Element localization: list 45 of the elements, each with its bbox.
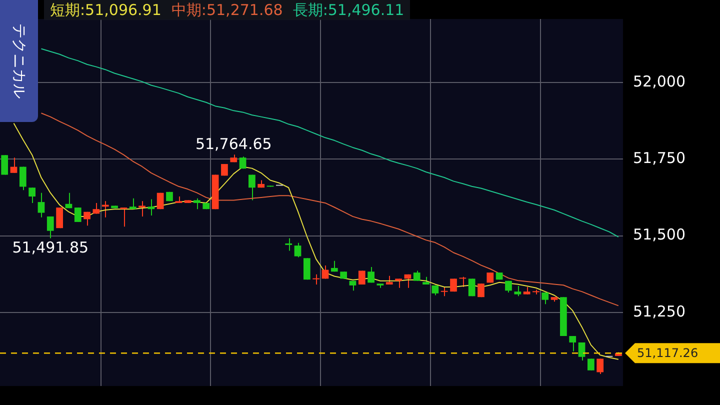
candlestick: [312, 274, 320, 286]
ref-line-label: 51,117.26: [637, 346, 698, 360]
candlestick: [19, 166, 26, 191]
candlestick: [588, 358, 594, 371]
candlestick: [358, 270, 366, 286]
candlestick: [10, 157, 18, 174]
candlestick: [578, 342, 586, 362]
candlestick: [478, 283, 484, 298]
candlestick: [395, 278, 402, 288]
candlestick: [450, 278, 457, 292]
y-tick-label: 51,750: [633, 149, 686, 168]
candlestick: [294, 242, 302, 258]
annotation: テクニカル: [10, 24, 28, 98]
candlestick: [569, 336, 576, 352]
text: 短期:51,096.91: [50, 0, 162, 20]
candlestick: [285, 238, 292, 252]
annotation: 51,764.65: [195, 135, 272, 154]
candlestick: [468, 278, 476, 297]
annotation: 51,491.85: [12, 238, 89, 257]
candlestick: [38, 192, 45, 218]
side-tab: テクニカル: [0, 0, 38, 122]
candlestick: [194, 198, 200, 210]
candlestick: [303, 258, 310, 280]
candlestick: [248, 174, 256, 201]
candlestick: [84, 211, 90, 226]
candlestick: [120, 207, 128, 228]
candlestick: [413, 270, 420, 282]
candlestick: [74, 207, 82, 222]
candlestick: [46, 216, 54, 239]
candlestick: [138, 200, 146, 217]
candlestick: [56, 207, 63, 229]
candlestick: [459, 276, 466, 288]
candlestick: [514, 286, 522, 297]
candlestick: [322, 265, 329, 280]
candlestick: [148, 198, 155, 216]
candlestick: [596, 358, 604, 375]
text: 長期:51,496.11: [292, 0, 404, 20]
y-tick-label: 51,500: [633, 226, 686, 244]
text: 中期:51,271.68: [171, 0, 283, 20]
candlestick: [440, 286, 448, 297]
y-tick-label: 51,250: [633, 302, 686, 320]
candlestick: [368, 266, 374, 284]
y-tick-label: 52,000: [633, 72, 686, 90]
candlestick: [1, 154, 8, 176]
candlestick: [28, 187, 36, 204]
